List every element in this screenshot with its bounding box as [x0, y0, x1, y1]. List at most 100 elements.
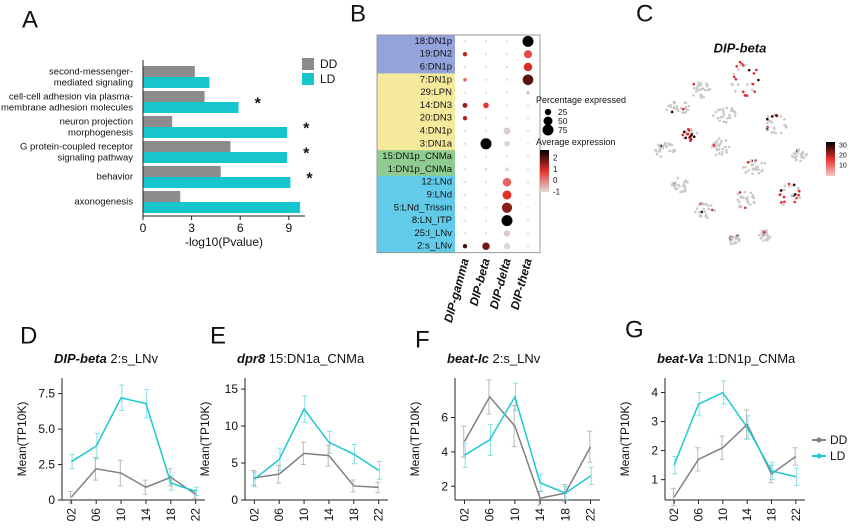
cell-point — [698, 210, 701, 214]
row-label: 25:l_LNv — [415, 228, 453, 239]
expression-dot — [484, 53, 488, 56]
y-tick-label: 1 — [651, 473, 658, 487]
cell-point — [708, 87, 712, 91]
row-label: 3:DN1a — [420, 138, 453, 149]
cell-point — [695, 207, 699, 210]
category-label: cell-cell adhesion via plasma-membrane a… — [1, 91, 133, 113]
expression-dot — [484, 91, 488, 94]
cell-point — [714, 141, 718, 145]
cell-point — [746, 161, 750, 164]
expression-dot — [526, 245, 530, 248]
cell-point — [731, 83, 734, 87]
cell-point — [718, 148, 721, 151]
cell-point — [684, 179, 688, 182]
cell-point — [715, 139, 719, 143]
cell-point — [765, 228, 768, 232]
cell-point — [741, 90, 745, 94]
cell-point — [728, 116, 732, 120]
cell-point — [668, 143, 671, 146]
cell-point — [727, 145, 731, 149]
cell-point — [734, 89, 737, 93]
cell-point — [716, 116, 720, 120]
cell-point — [783, 123, 786, 127]
category-label: second-messenger-mediated signaling — [49, 66, 133, 88]
cell-point — [684, 130, 688, 134]
cell-point — [794, 158, 798, 162]
y-tick-label: 6 — [441, 411, 448, 425]
cell-point — [761, 168, 764, 172]
cell-point — [755, 68, 758, 72]
cell-point — [805, 152, 809, 156]
series-line — [673, 391, 797, 478]
cell-point — [706, 88, 710, 92]
cell-point — [679, 106, 683, 110]
panel-title: DIP-beta — [714, 41, 767, 56]
cell-point — [791, 193, 794, 197]
cell-point — [744, 165, 747, 169]
cell-point — [756, 165, 760, 169]
cell-point — [780, 201, 783, 204]
row-group-band — [377, 239, 455, 254]
cell-point — [745, 198, 749, 201]
cell-point — [696, 88, 700, 92]
cell-point — [675, 104, 679, 108]
expression-dot — [505, 91, 509, 94]
row-label: 1:DN1p_CNMa — [388, 164, 453, 175]
row-group-band — [377, 201, 455, 215]
row-group-band — [377, 124, 455, 138]
cell-point — [684, 188, 687, 191]
expression-dot — [526, 117, 530, 120]
cell-point — [766, 115, 770, 119]
cell-point — [725, 121, 728, 124]
cell-point — [738, 238, 741, 241]
x-tick-label: 02 — [64, 508, 78, 522]
cell-point — [681, 111, 684, 114]
cell-point — [723, 145, 727, 149]
bar — [143, 152, 288, 163]
significance-mark: * — [303, 121, 310, 138]
expression-dot — [463, 65, 467, 69]
row-label: 12:LNd — [421, 177, 452, 188]
cell-point — [757, 171, 760, 175]
cell-point — [753, 160, 757, 164]
expression-dot — [480, 138, 492, 150]
cell-point — [787, 182, 791, 186]
cell-point — [711, 114, 715, 117]
expression-dot — [463, 193, 467, 197]
cell-point — [732, 72, 736, 76]
cell-point — [718, 119, 722, 122]
cell-point — [765, 238, 768, 242]
expression-dot — [484, 193, 488, 197]
size-legend-label: 75 — [558, 125, 568, 135]
panel-letter: E — [210, 323, 226, 350]
cell-point — [712, 141, 716, 145]
expression-dot — [484, 129, 488, 133]
cell-point — [707, 204, 710, 207]
x-tick-label: 22 — [189, 508, 203, 522]
expression-dot — [501, 215, 513, 227]
category-label: neuron projection morphogenesis — [60, 116, 134, 138]
x-tick-label: 10 — [114, 508, 128, 522]
legend-label: DD — [320, 57, 338, 71]
cell-point — [766, 233, 769, 237]
cell-point — [736, 83, 740, 87]
y-tick-label: 15 — [225, 382, 239, 396]
expression-dot — [501, 202, 513, 213]
cell-point — [796, 195, 800, 199]
cell-point — [683, 101, 687, 104]
cell-point — [768, 235, 772, 238]
cell-point — [729, 242, 733, 246]
cell-point — [700, 210, 703, 214]
cell-point — [765, 117, 769, 121]
series-line — [673, 423, 797, 498]
expression-dot — [526, 219, 530, 222]
cell-point — [670, 110, 674, 114]
cell-point — [743, 190, 747, 194]
cell-point — [782, 188, 786, 192]
cell-point — [681, 107, 685, 111]
legend-swatch — [302, 73, 314, 85]
cell-point — [762, 230, 766, 234]
row-group-band — [377, 214, 455, 228]
cell-point — [673, 149, 677, 152]
cell-point — [743, 206, 747, 210]
